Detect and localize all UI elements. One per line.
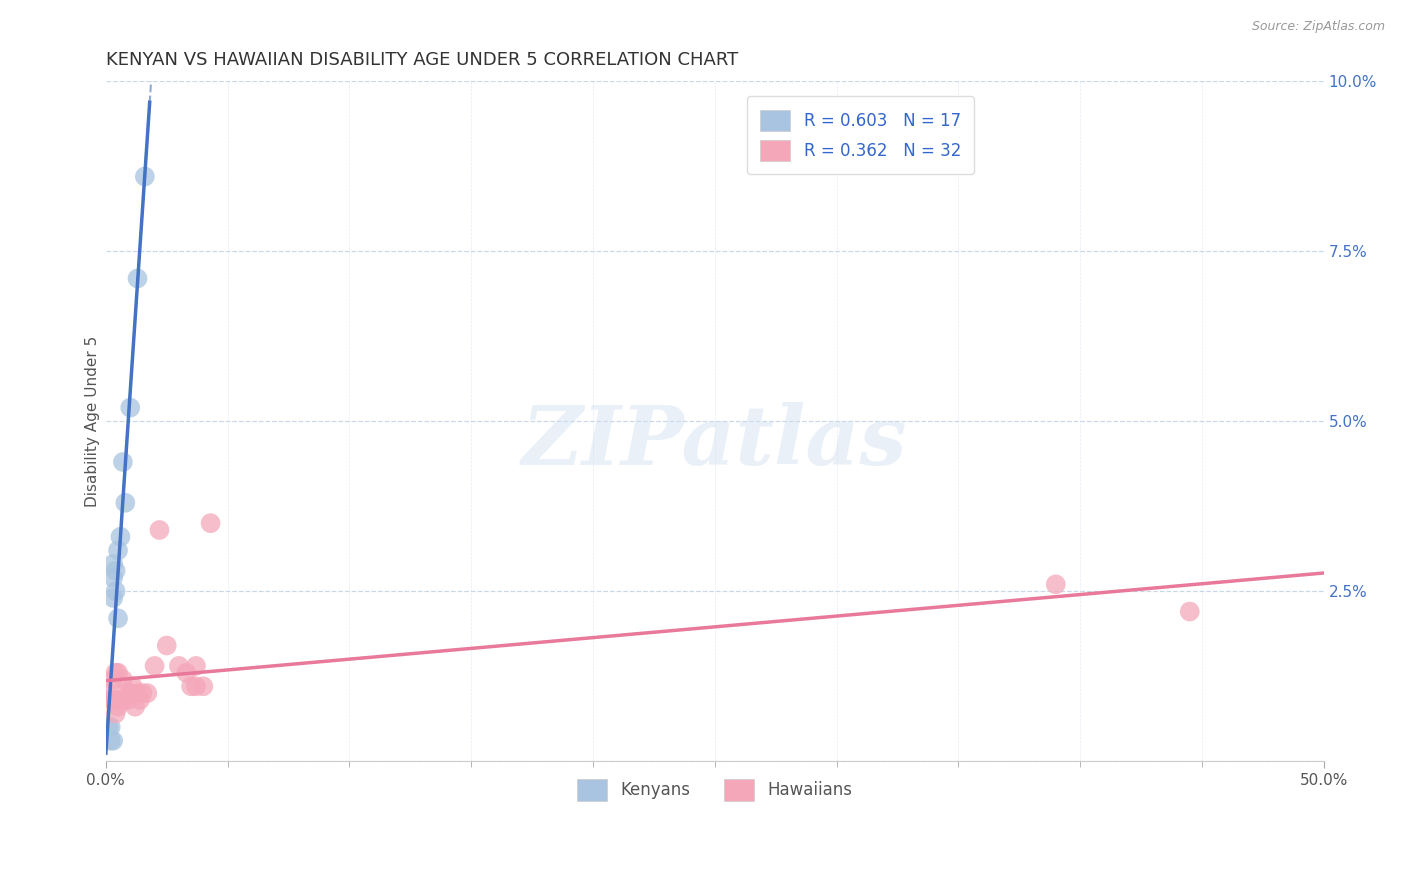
Point	[114, 496, 136, 510]
Point	[110, 530, 132, 544]
Point	[1178, 605, 1201, 619]
Point	[131, 686, 153, 700]
Point	[127, 686, 149, 700]
Text: Source: ZipAtlas.com: Source: ZipAtlas.com	[1251, 20, 1385, 33]
Point	[111, 455, 134, 469]
Text: ZIPatlas: ZIPatlas	[522, 401, 907, 482]
Point	[127, 271, 149, 285]
Point	[193, 679, 215, 693]
Text: KENYAN VS HAWAIIAN DISABILITY AGE UNDER 5 CORRELATION CHART: KENYAN VS HAWAIIAN DISABILITY AGE UNDER …	[105, 51, 738, 69]
Point	[174, 665, 197, 680]
Point	[104, 665, 127, 680]
Point	[101, 693, 124, 707]
Point	[120, 401, 142, 415]
Point	[97, 720, 120, 734]
Point	[114, 686, 136, 700]
Legend: Kenyans, Hawaiians: Kenyans, Hawaiians	[564, 766, 866, 814]
Point	[148, 523, 170, 537]
Point	[104, 564, 127, 578]
Point	[104, 706, 127, 721]
Point	[101, 733, 124, 747]
Point	[101, 591, 124, 605]
Point	[101, 673, 124, 687]
Point	[121, 679, 143, 693]
Point	[111, 673, 134, 687]
Point	[134, 169, 156, 184]
Point	[110, 693, 132, 707]
Point	[100, 733, 122, 747]
Point	[107, 611, 129, 625]
Point	[129, 693, 152, 707]
Point	[100, 693, 122, 707]
Point	[156, 639, 179, 653]
Y-axis label: Disability Age Under 5: Disability Age Under 5	[86, 335, 100, 507]
Point	[107, 699, 129, 714]
Point	[117, 693, 139, 707]
Point	[200, 516, 222, 531]
Point	[184, 679, 207, 693]
Point	[97, 686, 120, 700]
Point	[104, 584, 127, 599]
Point	[107, 665, 129, 680]
Point	[100, 720, 122, 734]
Point	[124, 699, 146, 714]
Point	[120, 686, 142, 700]
Point	[101, 557, 124, 571]
Point	[101, 570, 124, 584]
Point	[111, 693, 134, 707]
Point	[184, 659, 207, 673]
Point	[180, 679, 202, 693]
Point	[136, 686, 159, 700]
Point	[143, 659, 166, 673]
Point	[107, 543, 129, 558]
Point	[167, 659, 190, 673]
Point	[1045, 577, 1067, 591]
